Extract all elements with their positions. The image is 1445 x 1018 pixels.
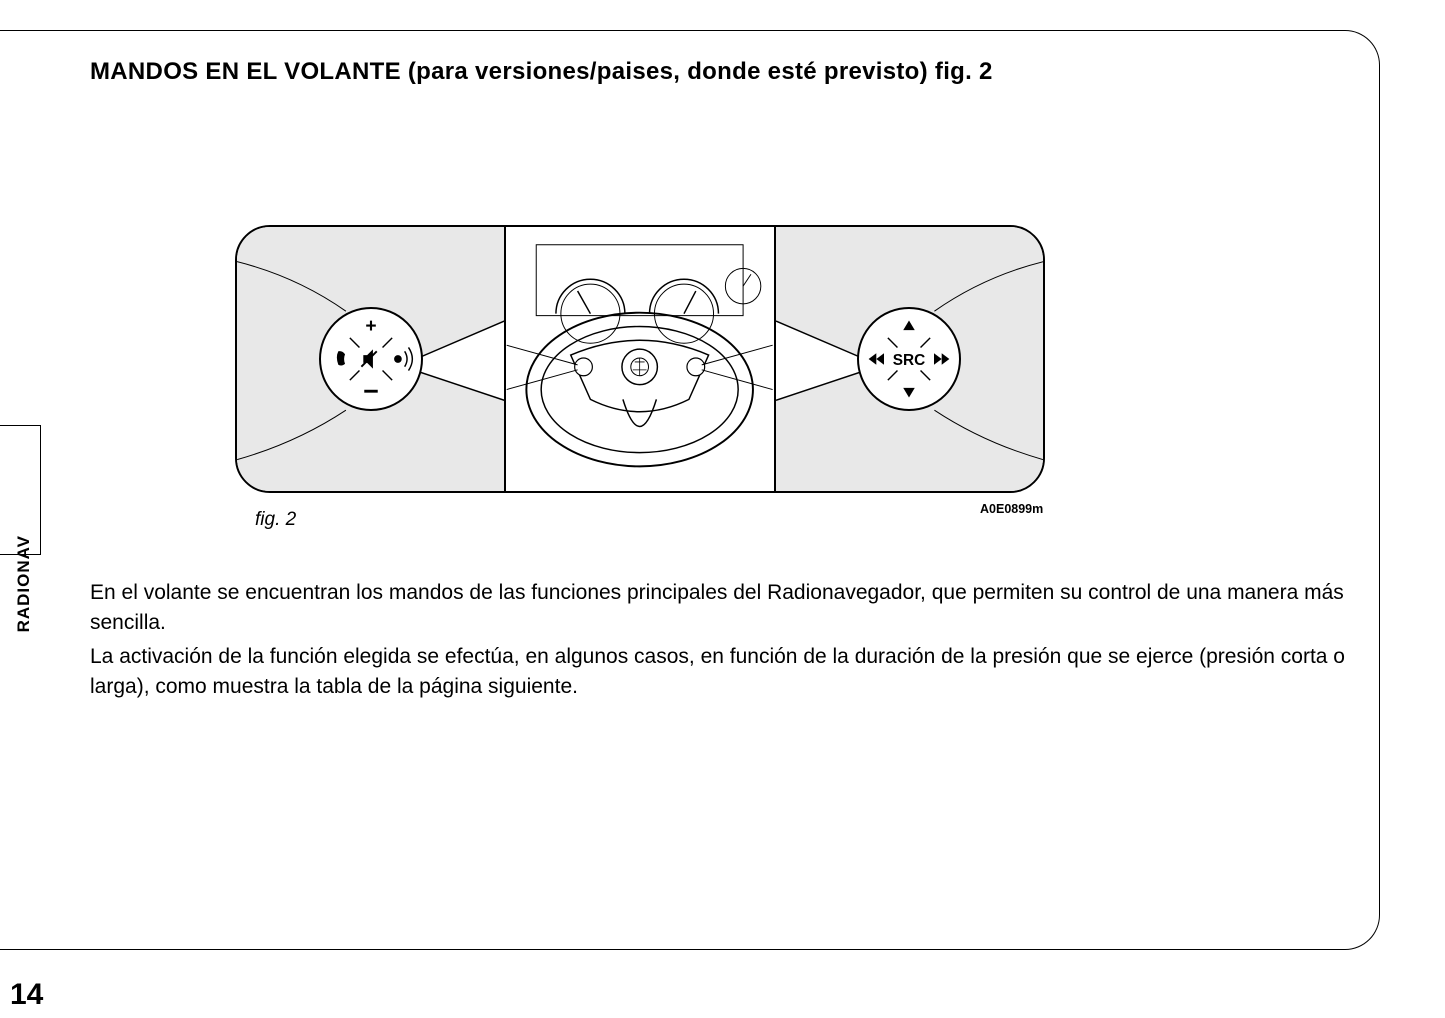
figure-panel-right: SRC [774,227,1043,491]
figure-label: fig. 2 [255,509,296,531]
side-tab-label: RADIONAV [14,535,34,632]
figure-container: + [235,225,1045,493]
paragraph: En el volante se encuentran los mandos d… [90,578,1370,639]
svg-text:+: + [365,316,376,337]
manual-page: MANDOS EN EL VOLANTE (para versiones/pai… [0,30,1445,980]
page-title: MANDOS EN EL VOLANTE (para versiones/pai… [90,58,993,86]
page-number: 14 [10,978,43,1012]
figure-code: A0E0899m [980,502,1043,516]
right-control-dial: SRC [857,307,961,411]
figure-panel-center [504,227,773,491]
left-control-dial: + [319,307,423,411]
figure-frame: + [235,225,1045,493]
src-label: SRC [893,352,925,369]
steering-wheel-diagram [506,227,773,491]
paragraph: La activación de la función elegida se e… [90,642,1370,703]
figure-panel-left: + [237,227,504,491]
body-text: En el volante se encuentran los mandos d… [90,578,1370,706]
